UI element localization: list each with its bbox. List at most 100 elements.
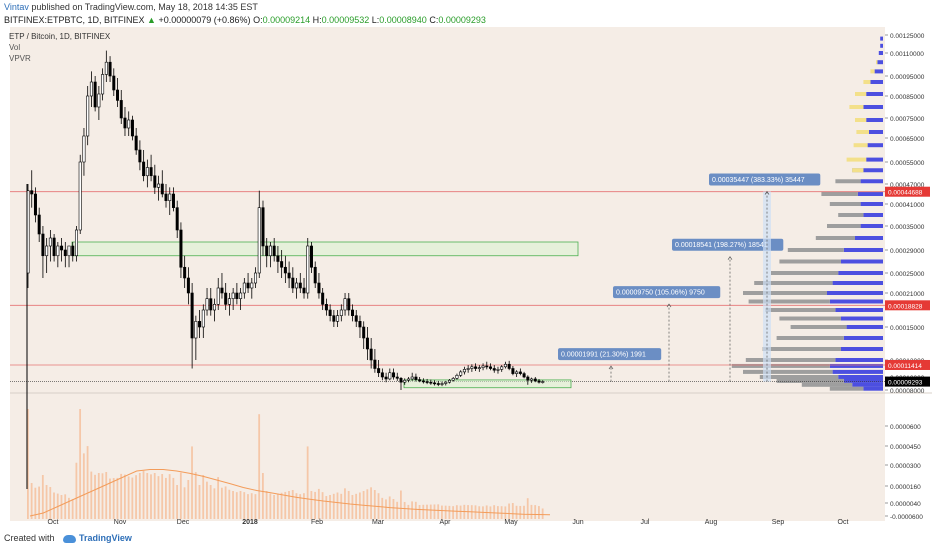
candle-body [485, 365, 489, 368]
candle-body [377, 368, 381, 374]
volume-bar [373, 490, 376, 519]
volume-bar [358, 492, 361, 519]
volume-bar [157, 476, 160, 519]
vpvr-up-bar [838, 271, 883, 275]
price-axis: 0.00125000 0.00110000 0.00095000 0.00085000… [885, 33, 930, 521]
vpvr-up-bar [841, 347, 883, 351]
volume-bar [90, 471, 93, 519]
volume-bar [400, 490, 402, 519]
vpvr-up-bar [857, 192, 883, 196]
volume-bar [206, 481, 208, 519]
price-tick-label: 0.00047000 [890, 182, 925, 189]
candle-body [101, 74, 105, 95]
published-text: published on TradingView.com, May 18, 20… [31, 2, 258, 12]
candle-body [97, 93, 101, 108]
candle-body [436, 383, 440, 385]
target-label: 0.00018541 (198.27%) 18541 [675, 242, 768, 249]
candle-body [503, 363, 507, 368]
volume-bar [120, 473, 123, 519]
candle-body [268, 245, 272, 257]
vpvr-up-bar [863, 168, 883, 173]
candle-body [235, 292, 239, 299]
volume-bar [112, 478, 115, 519]
tradingview-brand[interactable]: TradingView [79, 533, 132, 543]
candle-body [160, 183, 164, 195]
support-zone [403, 379, 572, 389]
candle-body [455, 374, 459, 379]
candle-body [336, 315, 340, 322]
candle-body [406, 378, 410, 381]
target-label-box [558, 348, 662, 361]
vpvr-up-bar [829, 363, 883, 368]
legend-vpvr: VPVR [9, 54, 31, 63]
time-tick-label: May [504, 519, 518, 526]
vpvr-up-bar [880, 36, 883, 41]
candle-body [33, 193, 37, 216]
volume-bar [269, 493, 272, 519]
volume-bar [94, 474, 96, 519]
volume-bar [82, 453, 85, 519]
horizontal-levels [10, 191, 885, 382]
vpvr-down-bar [748, 299, 830, 304]
volume-bar [109, 478, 111, 519]
volume-bar [243, 492, 246, 519]
vpvr-down-bar [776, 378, 844, 383]
time-axis: Oct Nov Dec 2018 Feb Mar Apr May Jun Jul Aug Sep Oct [48, 519, 849, 526]
candle-body [459, 371, 463, 376]
volume-bar [258, 414, 261, 519]
candle-body [242, 282, 246, 294]
candle-body [332, 315, 336, 322]
candle-body [30, 190, 34, 195]
volume-bar [336, 492, 339, 519]
volume-bar [403, 501, 406, 519]
volume-bar [146, 473, 149, 519]
candle-body [168, 193, 172, 201]
price-tag-box [885, 359, 930, 370]
volume-bar [306, 446, 309, 519]
vpvr-up-bar [832, 369, 883, 374]
volume-bar [385, 499, 387, 519]
price-tag-box [885, 186, 930, 197]
volume-bar [299, 494, 302, 519]
volume-bar [347, 491, 350, 519]
volume-bar [441, 505, 443, 519]
candle-body [384, 376, 388, 380]
candle-body [429, 381, 433, 384]
time-tick-label: Nov [114, 519, 127, 526]
price-chart[interactable]: 0.00001991 (21.30%) 1991 0.00009750 (105.… [0, 27, 932, 527]
vpvr-up-bar [838, 375, 883, 379]
candle-body [149, 167, 153, 177]
volume-bar [504, 506, 507, 519]
candle-body [433, 382, 437, 385]
volume-bar [165, 477, 167, 519]
vpvr-up-bar [843, 336, 883, 340]
volume-tick-label: 0.0000300 [890, 463, 921, 470]
candle-body [470, 366, 474, 369]
volume-bar [30, 483, 33, 519]
vpvr-value-area-bar [855, 92, 867, 96]
volume-bar [168, 474, 171, 519]
vpvr-up-bar [843, 378, 883, 383]
volume-bar [41, 475, 44, 519]
author-link[interactable]: Vintav [4, 2, 29, 12]
candle-body [123, 117, 127, 129]
price-tick-label: 0.00095000 [890, 74, 925, 81]
volume-bar [291, 490, 294, 519]
candle-body [104, 61, 108, 75]
price-tick-label: 0.00021000 [890, 291, 925, 298]
created-with-text: Created with [4, 533, 55, 543]
candle-body [198, 321, 202, 328]
target-label: 0.00001991 (21.30%) 1991 [561, 352, 646, 359]
volume-bar [45, 485, 48, 519]
vpvr-down-bar [815, 236, 855, 240]
volume-bar [131, 477, 134, 519]
candle-body [213, 304, 217, 311]
candle-body [518, 371, 522, 374]
volume-bar [321, 492, 324, 519]
candle-body [317, 282, 321, 294]
vpvr-up-bar [870, 80, 883, 84]
candle-body [220, 287, 224, 294]
volume-bar [68, 497, 70, 519]
vpvr-down-bar [827, 224, 861, 228]
candle-body [82, 135, 86, 163]
